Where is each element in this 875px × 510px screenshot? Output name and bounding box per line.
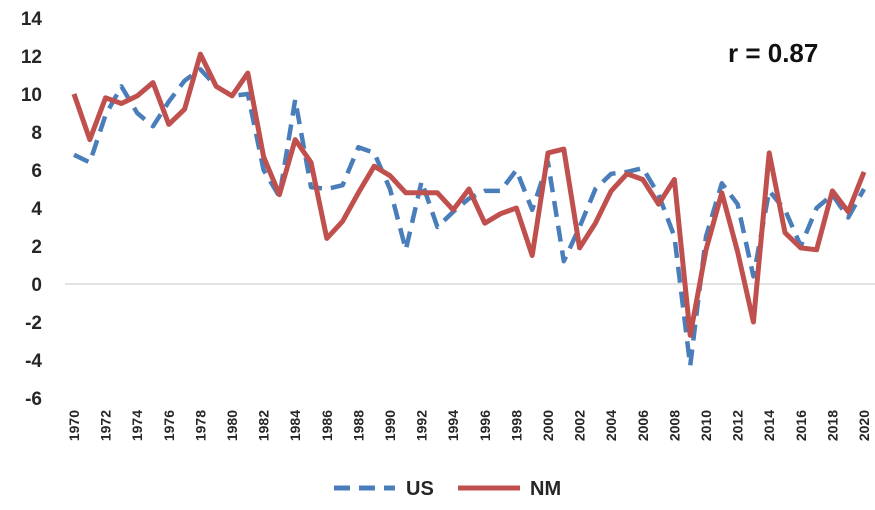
x-tick-label: 1992 <box>414 410 430 441</box>
x-axis-ticks: 1970 1972 1974 1976 1978 1980 1982 1984 1986 1988… <box>66 410 872 441</box>
x-tick-label: 2018 <box>824 410 840 441</box>
correlation-annotation: r = 0.87 <box>728 38 818 68</box>
y-tick-label: 4 <box>31 199 42 220</box>
x-tick-label: 1988 <box>350 410 366 441</box>
x-tick-label: 1990 <box>382 410 398 441</box>
x-tick-label: 1982 <box>256 410 272 441</box>
y-tick-label: -2 <box>25 313 42 334</box>
x-tick-label: 1972 <box>98 410 114 441</box>
series-lines <box>71 51 867 368</box>
y-tick-label: 10 <box>21 85 42 106</box>
x-tick-label: 2008 <box>666 410 682 441</box>
x-tick-label: 2004 <box>603 410 619 441</box>
series-line-nm <box>71 51 867 338</box>
x-tick-label: 1986 <box>319 410 335 441</box>
x-tick-label: 1970 <box>66 410 82 441</box>
x-tick-label: 2002 <box>572 410 588 441</box>
y-axis-ticks: -6 -4 -2 0 2 4 6 8 10 12 14 <box>21 9 43 410</box>
x-tick-label: 2014 <box>761 410 777 441</box>
y-tick-label: -6 <box>25 389 42 410</box>
legend-label-nm: NM <box>530 478 561 500</box>
legend: US NM <box>334 478 561 500</box>
x-tick-label: 2016 <box>793 410 809 441</box>
x-tick-label: 2010 <box>698 410 714 441</box>
x-tick-label: 1980 <box>224 410 240 441</box>
x-tick-label: 1994 <box>445 410 461 441</box>
y-tick-label: 0 <box>31 275 42 296</box>
x-tick-label: 1976 <box>161 410 177 441</box>
y-tick-label: 6 <box>31 161 42 182</box>
x-tick-label: 1974 <box>129 410 145 441</box>
y-tick-label: -4 <box>25 351 42 372</box>
x-tick-label: 1984 <box>287 410 303 441</box>
x-tick-label: 2020 <box>856 410 872 441</box>
y-tick-label: 8 <box>31 123 42 144</box>
x-tick-label: 1996 <box>477 410 493 441</box>
x-tick-label: 2000 <box>540 410 556 441</box>
y-tick-label: 12 <box>21 47 42 68</box>
x-tick-label: 1998 <box>508 410 524 441</box>
x-tick-label: 2006 <box>635 410 651 441</box>
legend-label-us: US <box>406 478 434 500</box>
series-line-us <box>73 67 866 368</box>
x-tick-label: 1978 <box>192 410 208 441</box>
y-tick-label: 2 <box>31 237 42 258</box>
y-tick-label: 14 <box>21 9 43 30</box>
x-tick-label: 2012 <box>730 410 746 441</box>
